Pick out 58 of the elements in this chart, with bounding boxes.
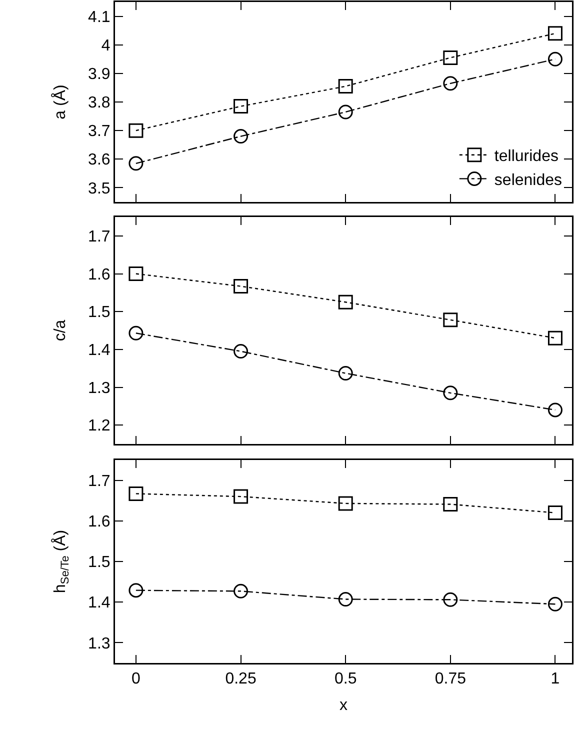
y-tick-label: 3.6 — [88, 152, 110, 169]
y-tick-label: 1.3 — [88, 380, 110, 397]
y-tick-label: 4.1 — [88, 8, 110, 26]
point — [128, 266, 144, 281]
y-axis-title: c/a — [52, 320, 70, 342]
point — [338, 104, 353, 120]
point — [128, 583, 144, 598]
point — [548, 596, 562, 612]
y-tick-label: 3.7 — [88, 123, 110, 140]
point — [338, 79, 353, 94]
point — [548, 330, 562, 346]
point — [443, 592, 458, 607]
x-tick-label: 0.5 — [334, 670, 357, 688]
point — [128, 123, 144, 138]
point — [443, 497, 458, 512]
point — [234, 344, 248, 359]
point — [548, 52, 562, 66]
point — [234, 489, 248, 504]
point — [338, 294, 353, 310]
y-tick-label: 1.3 — [88, 635, 110, 652]
point — [443, 312, 458, 328]
y-tick-label: 3.8 — [88, 94, 110, 112]
point — [443, 76, 458, 91]
y-tick-label: 1.4 — [88, 594, 110, 612]
y-tick-label: 1.5 — [88, 554, 110, 572]
x-tick-label: 0.75 — [434, 670, 466, 688]
point — [338, 366, 353, 380]
x-axis-title: x — [340, 697, 348, 714]
x-tick-label: 1 — [550, 670, 560, 688]
point — [338, 496, 353, 511]
y-tick-label: 1.4 — [88, 342, 110, 360]
point — [443, 50, 458, 65]
point — [548, 26, 562, 41]
y-tick-label: 3.5 — [88, 180, 110, 198]
y-tick-label: 1.7 — [88, 472, 110, 490]
legend-label: tellurides — [494, 148, 558, 166]
point — [234, 584, 248, 598]
y-tick-label: 1.5 — [88, 304, 110, 322]
y-tick-label: 1.2 — [88, 418, 110, 435]
point — [128, 326, 144, 340]
x-tick-label: 0 — [132, 670, 141, 688]
point — [128, 156, 144, 171]
y-tick-label: 1.6 — [88, 514, 110, 530]
x-tick-label: 0.25 — [225, 670, 256, 688]
point — [234, 129, 248, 144]
y-tick-label: 1.6 — [88, 266, 110, 284]
point — [338, 592, 353, 607]
point — [548, 506, 562, 520]
point — [443, 386, 458, 400]
y-tick-label: 1.7 — [88, 228, 110, 246]
y-tick-label: 3.9 — [88, 66, 110, 84]
y-tick-label: 4 — [101, 37, 110, 54]
point — [128, 486, 144, 501]
y-axis-title: a (Å) — [51, 84, 70, 120]
legend-label: selenides — [494, 172, 562, 189]
point — [234, 278, 248, 294]
point — [548, 402, 562, 418]
point — [234, 99, 248, 114]
